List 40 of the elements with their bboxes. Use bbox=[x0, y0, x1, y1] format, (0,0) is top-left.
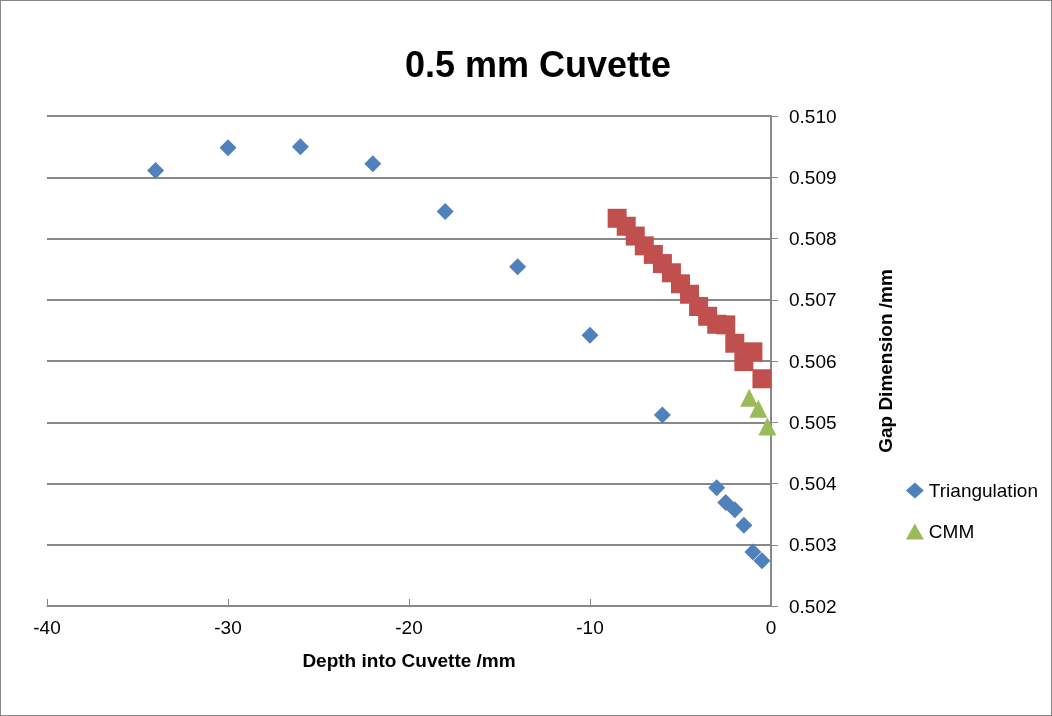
point bbox=[708, 479, 726, 497]
point bbox=[740, 388, 759, 407]
x-tick-label: -30 bbox=[214, 617, 242, 638]
x-tick-label: -20 bbox=[395, 617, 423, 638]
point bbox=[744, 543, 762, 561]
y-tick-label: 0.510 bbox=[789, 105, 837, 127]
legend-label: CMM bbox=[928, 521, 975, 542]
y-tick-label: 0.509 bbox=[789, 166, 837, 188]
point bbox=[758, 417, 777, 436]
legend-label: Triangulation bbox=[928, 480, 1038, 501]
x-axis-title: Depth into Cuvette /mm bbox=[302, 650, 516, 671]
point bbox=[735, 516, 753, 534]
y-tick-label: 0.503 bbox=[789, 534, 837, 556]
y-axis-title: Gap Dimension /mm bbox=[875, 269, 896, 453]
y-tick-label: 0.507 bbox=[789, 289, 837, 311]
chart-title: 0.5 mm Cuvette bbox=[404, 43, 672, 85]
point bbox=[749, 399, 768, 418]
point bbox=[726, 501, 744, 519]
point bbox=[364, 155, 382, 173]
y-tick-label: 0.504 bbox=[789, 473, 837, 494]
point bbox=[291, 138, 309, 156]
point bbox=[653, 406, 671, 424]
point bbox=[752, 369, 772, 389]
point bbox=[436, 203, 454, 221]
point bbox=[716, 315, 736, 335]
point bbox=[717, 493, 735, 511]
point bbox=[509, 258, 527, 276]
point bbox=[147, 162, 165, 180]
point bbox=[743, 342, 763, 362]
point bbox=[725, 333, 745, 353]
x-tick-label: 0 bbox=[765, 617, 777, 638]
y-tick-label: 0.502 bbox=[789, 595, 837, 617]
y-tick-label: 0.506 bbox=[789, 350, 837, 372]
point bbox=[581, 326, 599, 344]
point bbox=[219, 139, 237, 157]
x-tick-label: -10 bbox=[576, 617, 604, 638]
y-tick-label: 0.508 bbox=[789, 228, 837, 249]
point bbox=[753, 552, 771, 570]
y-tick-label: 0.505 bbox=[789, 411, 837, 433]
x-tick-label: -40 bbox=[33, 617, 61, 638]
